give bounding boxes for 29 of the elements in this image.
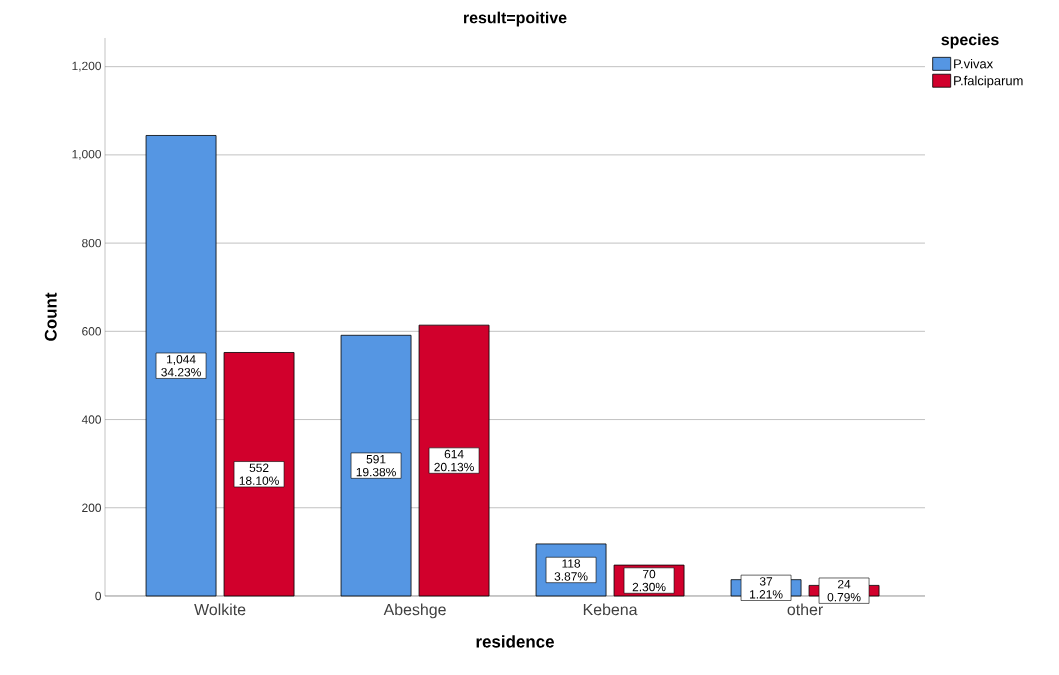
data-label: 70 2.30% — [632, 569, 666, 592]
data-label: 552 18.10% — [239, 463, 279, 485]
bar — [223, 352, 295, 597]
y-tick-label: 400 — [81, 415, 102, 424]
legend-label: P.falciparum — [954, 75, 1023, 88]
legend-label: P.vivax — [954, 58, 994, 69]
y-tick-label: 1,000 — [72, 149, 102, 160]
y-tick-label: 0 — [95, 591, 102, 601]
x-tick-label: other — [787, 603, 823, 616]
data-label: 37 1.21% — [750, 577, 783, 599]
data-label: 614 20.13% — [434, 449, 474, 472]
x-tick-label: Abeshge — [383, 603, 446, 619]
y-axis-title: Count — [44, 292, 57, 341]
data-label: 591 19.38% — [356, 454, 396, 477]
x-tick-label: Kebena — [583, 603, 638, 616]
data-label: 1,044 34.23% — [161, 355, 201, 377]
bar — [145, 135, 217, 597]
y-tick-label: 600 — [82, 327, 102, 336]
chart-title: result=poitive — [464, 11, 567, 27]
x-axis-title: residence — [476, 635, 554, 648]
bar — [340, 334, 412, 597]
bar — [418, 324, 490, 597]
legend-title: species — [941, 33, 999, 49]
y-tick-label: 200 — [82, 503, 102, 512]
y-tick-label: 1,200 — [72, 61, 102, 72]
y-tick-label: 800 — [82, 238, 102, 248]
data-label: 24 0.79% — [827, 579, 861, 602]
data-label: 118 3.87% — [554, 559, 588, 581]
x-tick-label: Wolkite — [194, 603, 246, 616]
